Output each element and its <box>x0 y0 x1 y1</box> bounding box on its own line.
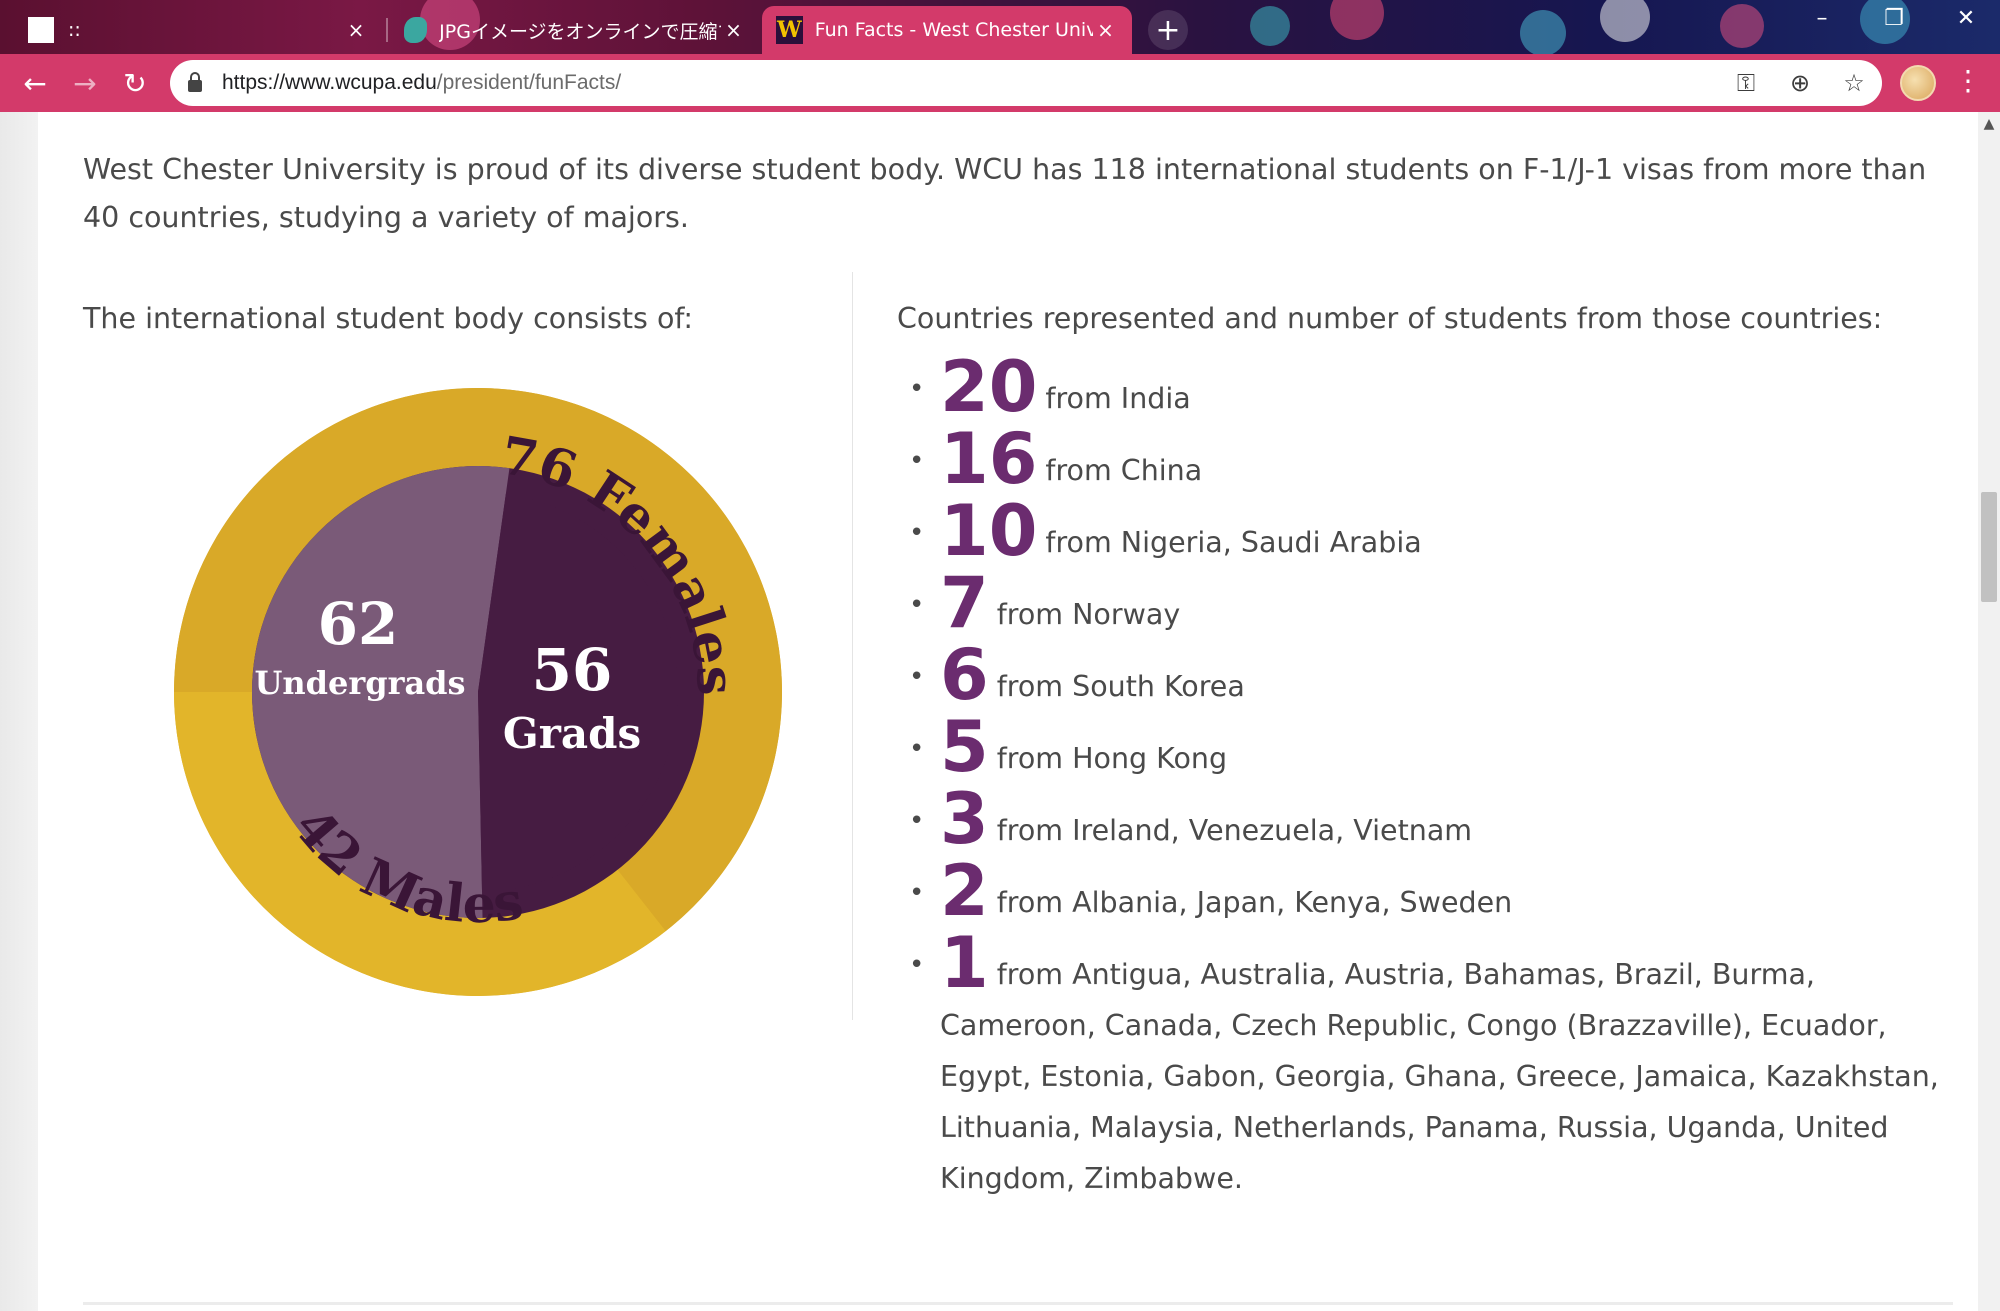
decor-flower <box>420 0 480 50</box>
close-icon[interactable]: × <box>347 18 365 42</box>
decor-flower <box>1250 6 1290 46</box>
decor-flower <box>1600 0 1650 42</box>
new-tab-button[interactable]: + <box>1148 10 1188 50</box>
student-count: 5 <box>940 706 989 788</box>
section-divider <box>83 1302 1953 1305</box>
grads-label: Grads <box>503 709 641 758</box>
star-icon[interactable]: ☆ <box>1843 69 1865 97</box>
page-content: West Chester University is proud of its … <box>38 112 1978 1311</box>
url-host: https://www.wcupa.edu <box>222 71 437 94</box>
more-menu-icon[interactable]: ⋮ <box>1954 64 1982 97</box>
country-names: from Antigua, Australia, Austria, Bahama… <box>940 958 1939 1195</box>
lock-icon <box>188 72 202 92</box>
country-names: from South Korea <box>996 670 1245 703</box>
tab-title: :: <box>68 19 81 41</box>
tab-fun-facts[interactable]: W Fun Facts - West Chester Univers × <box>762 6 1132 54</box>
countries-heading: Countries represented and number of stud… <box>897 302 1883 335</box>
country-names: from Norway <box>996 598 1181 631</box>
column-divider <box>852 272 853 1020</box>
tab-strip: :: × JPGイメージをオンラインで圧縮する × W Fun Facts - … <box>0 0 2000 54</box>
back-icon[interactable]: ← <box>23 66 47 100</box>
country-names: from Albania, Japan, Kenya, Sweden <box>996 886 1513 919</box>
decor-flower <box>1860 0 1910 44</box>
scroll-up-arrow-icon[interactable]: ▲ <box>1983 116 1995 132</box>
student-count: 3 <box>940 778 989 860</box>
student-count: 2 <box>940 850 989 932</box>
country-names: from Nigeria, Saudi Arabia <box>1045 526 1422 559</box>
address-bar[interactable]: https://www.wcupa.edu/president/funFacts… <box>170 60 1882 106</box>
country-names: from China <box>1045 454 1203 487</box>
decor-flower <box>1720 4 1764 48</box>
scroll-thumb[interactable] <box>1981 492 1997 602</box>
undergrads-number: 62 <box>318 590 399 658</box>
url-text[interactable]: https://www.wcupa.edu/president/funFacts… <box>222 71 621 95</box>
intro-paragraph: West Chester University is proud of its … <box>83 153 1927 234</box>
student-count: 7 <box>940 562 989 644</box>
wcu-logo-icon: W <box>776 16 803 44</box>
country-names: from India <box>1045 382 1191 415</box>
student-count: 16 <box>940 418 1038 500</box>
inner-pie-undergrads-slice <box>251 466 510 918</box>
window-close-icon[interactable]: ✕ <box>1956 6 1976 31</box>
close-icon[interactable]: × <box>1097 18 1114 42</box>
tab-title: Fun Facts - West Chester Univers <box>814 19 1094 41</box>
url-path: /president/funFacts/ <box>436 71 622 94</box>
student-body-heading: The international student body consists … <box>83 302 694 335</box>
student-body-infographic: 76 Females 42 Males 62 Undergrads 56 Gra… <box>174 388 782 996</box>
zoom-icon[interactable]: ⊕ <box>1789 69 1811 97</box>
profile-avatar[interactable] <box>1900 65 1936 101</box>
leaf-icon <box>404 17 428 43</box>
tab-blank[interactable]: :: × <box>14 6 384 54</box>
student-count: 1 <box>940 922 989 1004</box>
country-names: from Ireland, Venezuela, Vietnam <box>996 814 1473 847</box>
country-names: from Hong Kong <box>996 742 1228 775</box>
browser-toolbar: ← → ↻ https://www.wcupa.edu/president/fu… <box>0 54 2000 112</box>
page-gutter <box>0 112 38 1311</box>
minimize-icon[interactable]: – <box>1816 6 1828 31</box>
student-count: 20 <box>940 346 1038 428</box>
restore-icon[interactable]: ❐ <box>1884 6 1904 31</box>
student-count: 10 <box>940 490 1038 572</box>
inner-pie-grads-slice <box>478 493 678 892</box>
key-icon[interactable]: ⚿ <box>1736 69 1756 97</box>
grads-number: 56 <box>532 636 613 704</box>
reload-icon[interactable]: ↻ <box>123 66 147 100</box>
blank-page-icon <box>28 17 54 43</box>
decor-flower <box>1330 0 1384 40</box>
forward-icon[interactable]: → <box>73 66 97 100</box>
tab-jpg-compress[interactable]: JPGイメージをオンラインで圧縮する × <box>390 6 760 54</box>
student-count: 6 <box>940 634 989 716</box>
tab-separator <box>386 18 388 42</box>
tab-title: JPGイメージをオンラインで圧縮する <box>439 20 721 43</box>
undergrads-label: Undergrads <box>254 664 465 702</box>
decor-flower <box>1520 10 1566 54</box>
close-icon[interactable]: × <box>725 18 742 42</box>
page-scrollbar[interactable]: ▲ <box>1978 112 2000 1311</box>
